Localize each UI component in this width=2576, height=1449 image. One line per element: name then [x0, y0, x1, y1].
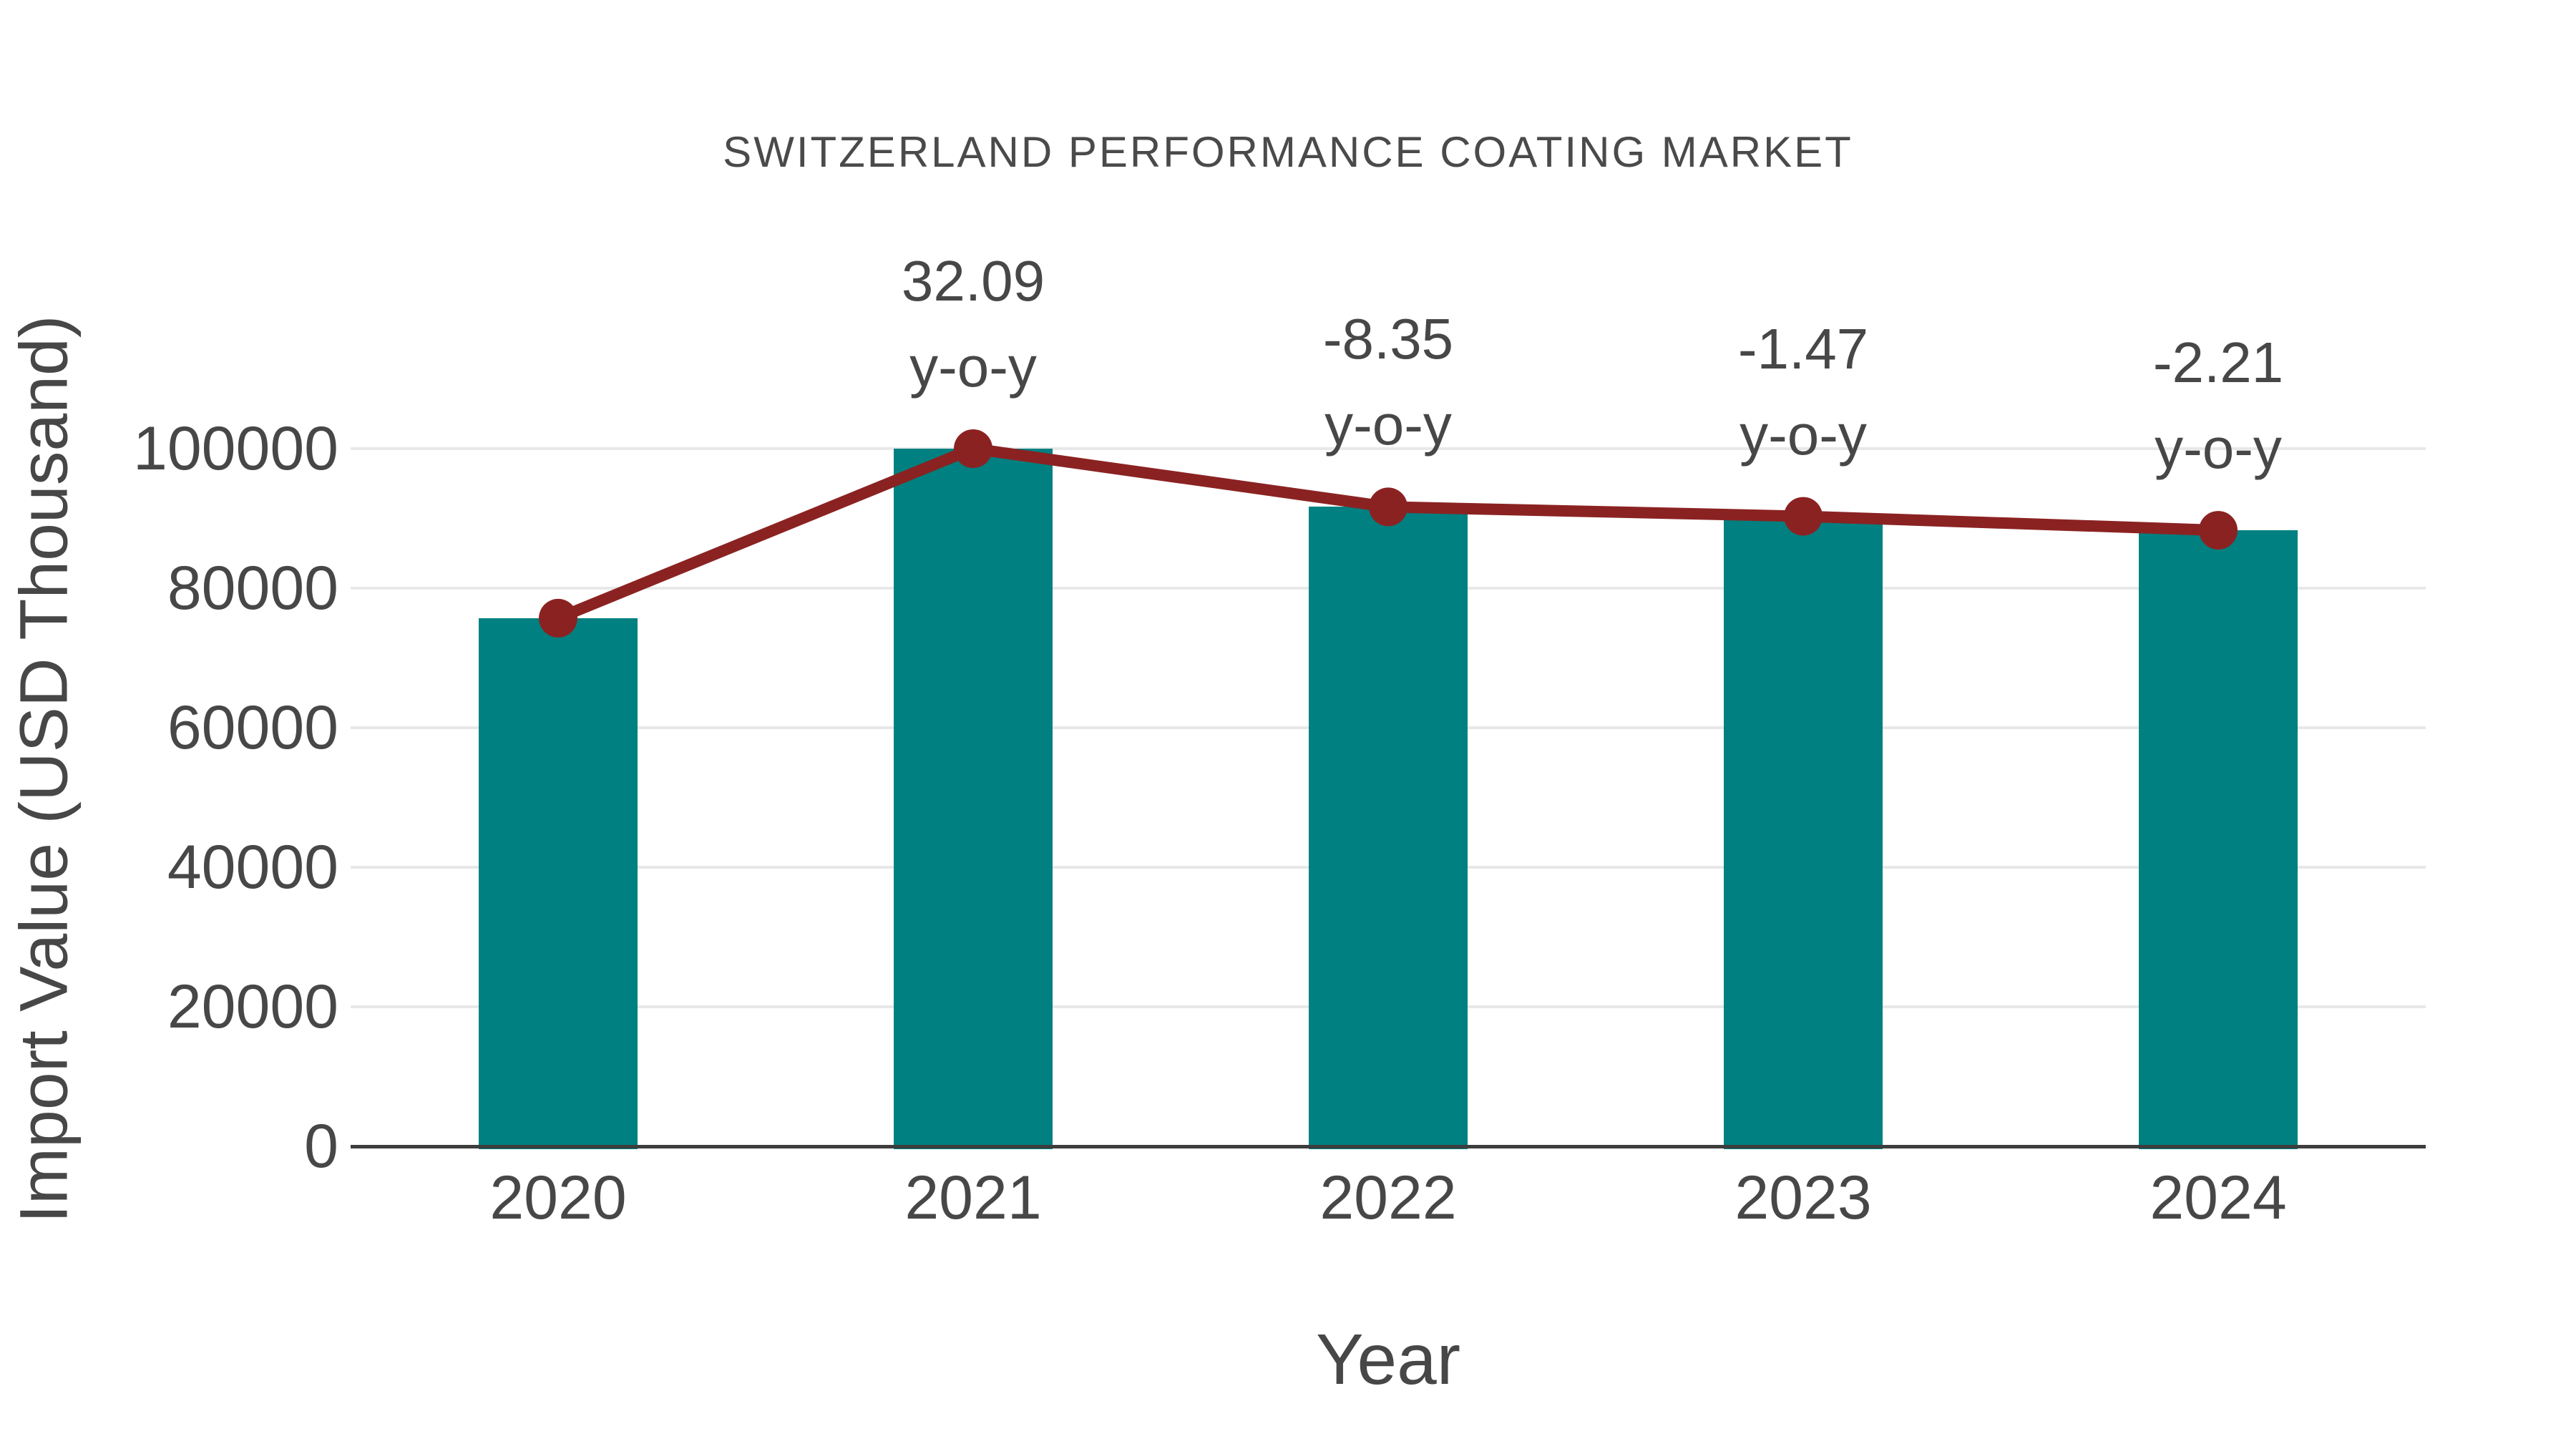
annotation-suffix-2021: y-o-y — [909, 335, 1037, 399]
x-tick-label-2024: 2024 — [2150, 1163, 2287, 1232]
annotation-value-2021: 32.09 — [901, 249, 1045, 313]
annotation-2021: 32.09 y-o-y — [723, 238, 1224, 410]
annotation-value-2023: -1.47 — [1737, 316, 1869, 381]
y-axis-title-text: Import Value (USD Thousand) — [6, 315, 82, 1224]
x-axis-line — [351, 1145, 2426, 1148]
y-tick-label-80000: 80000 — [167, 554, 338, 623]
annotation-value-2024: -2.21 — [2152, 331, 2284, 395]
bar-2020 — [479, 618, 638, 1149]
y-tick-label-20000: 20000 — [167, 972, 338, 1041]
bar-2021 — [894, 449, 1053, 1149]
chart-title: SWITZERLAND PERFORMANCE COATING MARKET — [723, 128, 1853, 176]
y-tick-label-40000: 40000 — [167, 833, 338, 902]
x-tick-label-2023: 2023 — [1735, 1163, 1872, 1232]
x-tick-label-2021: 2021 — [904, 1163, 1042, 1232]
x-tick-label-2020: 2020 — [489, 1163, 627, 1232]
annotation-value-2022: -8.35 — [1322, 307, 1454, 371]
y-tick-label-0: 0 — [304, 1112, 338, 1181]
x-axis-title: Year — [1315, 1319, 1461, 1400]
annotation-2024: -2.21 y-o-y — [1968, 320, 2469, 492]
bar-2022 — [1309, 507, 1468, 1149]
y-tick-label-60000: 60000 — [167, 693, 338, 762]
annotation-suffix-2024: y-o-y — [2155, 416, 2282, 481]
bar-2024 — [2139, 530, 2298, 1149]
x-tick-label-2022: 2022 — [1319, 1163, 1457, 1232]
y-tick-label-100000: 100000 — [133, 414, 338, 483]
bar-2023 — [1724, 516, 1883, 1149]
